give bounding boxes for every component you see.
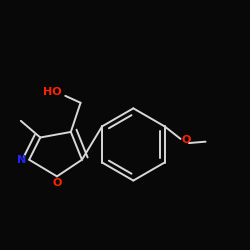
Text: HO: HO [44,87,62,97]
Text: N: N [17,155,26,165]
Text: O: O [182,135,191,145]
Text: O: O [52,178,62,188]
